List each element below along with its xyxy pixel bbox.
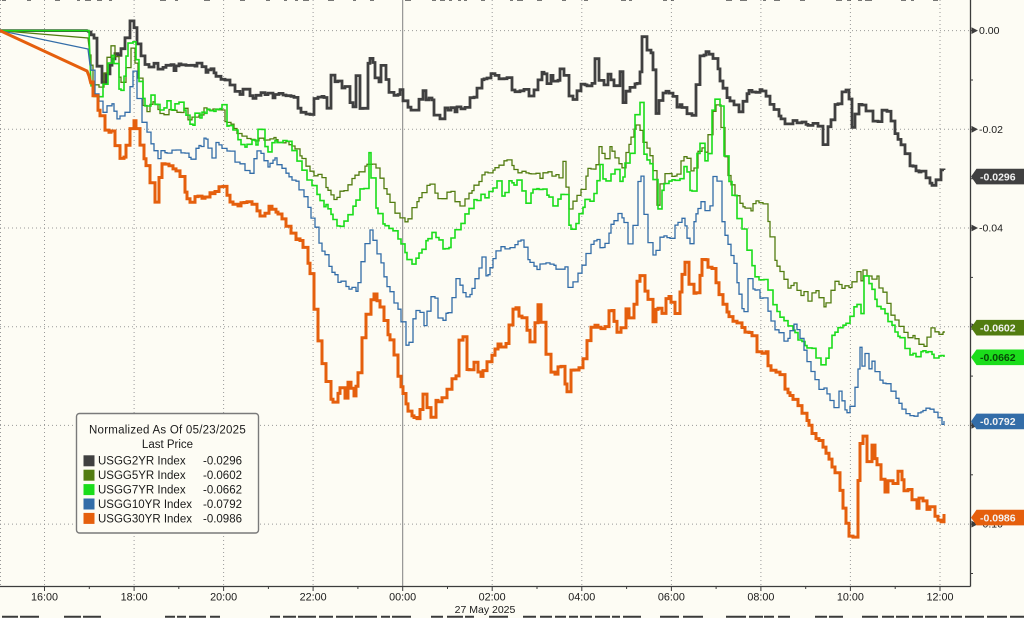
svg-text:27 May 2025: 27 May 2025	[455, 604, 516, 616]
svg-text:USGG30YR Index: USGG30YR Index	[98, 513, 192, 525]
svg-text:06:00: 06:00	[658, 592, 685, 604]
svg-text:USGG5YR Index: USGG5YR Index	[98, 470, 186, 482]
svg-text:04:00: 04:00	[568, 592, 595, 604]
svg-text:-0.0662: -0.0662	[203, 485, 242, 497]
svg-text:16:00: 16:00	[31, 592, 58, 604]
svg-text:0.00: 0.00	[979, 25, 1000, 37]
svg-text:-0.0602: -0.0602	[203, 470, 242, 482]
svg-text:-0.02: -0.02	[979, 124, 1003, 136]
svg-text:22:00: 22:00	[300, 592, 327, 604]
svg-text:-0.04: -0.04	[979, 223, 1003, 235]
svg-text:USGG7YR Index: USGG7YR Index	[98, 485, 186, 497]
svg-text:USGG2YR Index: USGG2YR Index	[98, 456, 186, 468]
svg-text:18:00: 18:00	[121, 592, 148, 604]
svg-text:-0.0986: -0.0986	[980, 512, 1016, 524]
svg-text:-0.0792: -0.0792	[980, 416, 1016, 428]
svg-text:12:00: 12:00	[926, 592, 953, 604]
svg-text:00:00: 00:00	[389, 592, 416, 604]
svg-text:-0.0662: -0.0662	[980, 352, 1016, 364]
svg-text:USGG10YR Index: USGG10YR Index	[98, 499, 192, 511]
svg-text:02:00: 02:00	[479, 592, 506, 604]
svg-text:-0.0986: -0.0986	[203, 513, 242, 525]
svg-text:-0.0296: -0.0296	[203, 456, 242, 468]
svg-text:-0.0792: -0.0792	[203, 499, 242, 511]
svg-text:-0.0296: -0.0296	[980, 171, 1016, 183]
svg-text:Normalized As Of 05/23/2025: Normalized As Of 05/23/2025	[89, 425, 246, 437]
svg-text:-0.0602: -0.0602	[980, 323, 1016, 335]
svg-text:Last Price: Last Price	[142, 439, 193, 451]
svg-text:10:00: 10:00	[837, 592, 864, 604]
svg-text:08:00: 08:00	[747, 592, 774, 604]
svg-text:20:00: 20:00	[210, 592, 237, 604]
